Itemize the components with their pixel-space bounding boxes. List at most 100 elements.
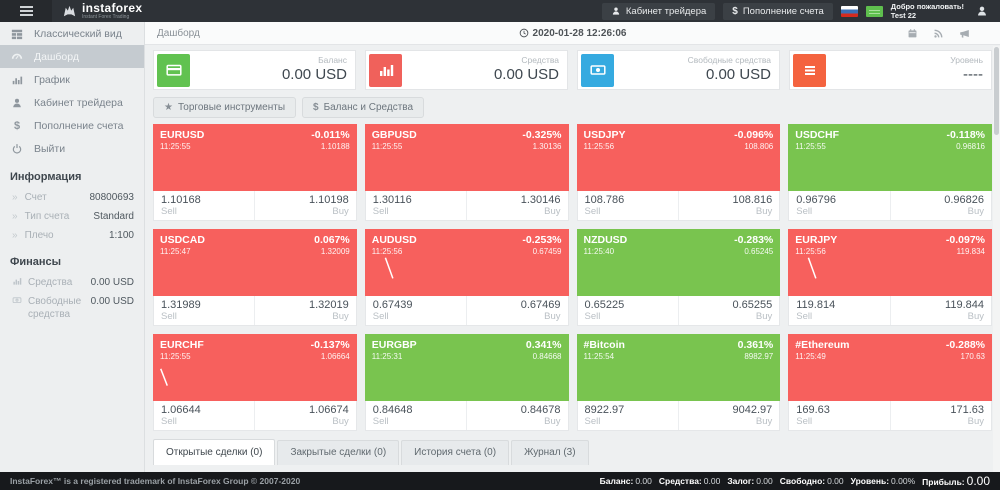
sell-price: 169.63 [796, 404, 830, 416]
buy-quote[interactable]: 1.32019 Buy [254, 296, 355, 325]
footer-stat-profit: Прибыль: 0.00 [922, 474, 990, 488]
tile-usdjpy[interactable]: USDJPY -0.096% 11:25:56 108.806 108.786 Sel… [576, 124, 781, 221]
buy-price: 171.63 [950, 404, 984, 416]
tile-eurgbp[interactable]: EURGBP 0.341% 11:25:31 0.84668 0.84648 Sell… [364, 334, 569, 431]
buy-quote[interactable]: 0.65255 Buy [677, 296, 779, 325]
instaforex-logo[interactable]: instaforex Instant Forex Trading [52, 0, 152, 22]
tile-time: 11:25:40 [583, 247, 615, 256]
tile-time: 11:25:55 [371, 142, 403, 151]
sell-quote[interactable]: 0.65225 Sell [578, 296, 678, 325]
tile-time: 11:25:55 [795, 142, 826, 151]
sidebar-item-chart[interactable]: График [0, 68, 144, 91]
footer-stat-level: Уровень: 0.00% [850, 476, 916, 486]
sell-label: Sell [796, 206, 813, 218]
sell-quote[interactable]: 0.67439 Sell [366, 296, 466, 325]
sell-quote[interactable]: 0.96796 Sell [789, 191, 889, 220]
tile-price: 119.834 [956, 247, 985, 256]
sell-quote[interactable]: 119.814 Sell [789, 296, 889, 325]
tile-gbpusd[interactable]: GBPUSD -0.325% 11:25:55 1.30136 1.30116 Sel… [364, 124, 569, 221]
avatar-icon[interactable] [972, 3, 992, 19]
tile-audusd[interactable]: AUDUSD -0.253% 11:25:56 0.67459 0.67439 Sel… [364, 229, 569, 326]
grid-icon [0, 28, 34, 40]
tile-eurjpy[interactable]: EURJPY -0.097% 11:25:56 119.834 119.814 Sel… [788, 229, 992, 326]
tab-closed-deals[interactable]: Закрытые сделки (0) [277, 440, 400, 465]
sell-label: Sell [161, 311, 177, 323]
level-value: ---- [963, 66, 983, 84]
tile-change: -0.097% [945, 234, 985, 246]
sidebar-item-trader-cabinet[interactable]: Кабинет трейдера [0, 91, 144, 114]
sell-quote[interactable]: 0.84648 Sell [366, 401, 466, 430]
sidebar: Классический вид Дашборд График Кабинет … [0, 22, 145, 472]
tile-symbol: EURGBP [371, 339, 417, 351]
tile-time: 11:25:54 [583, 352, 615, 361]
trader-cabinet-button[interactable]: Кабинет трейдера [601, 2, 716, 20]
menu-toggle-icon[interactable] [0, 0, 52, 22]
rss-icon[interactable] [933, 28, 944, 39]
sidebar-item-classic-view[interactable]: Классический вид [0, 22, 144, 45]
buy-quote[interactable]: 119.844 Buy [889, 296, 991, 325]
tab-account-history[interactable]: История счета (0) [401, 440, 510, 465]
sidebar-item-logout[interactable]: Выйти [0, 137, 144, 160]
scrollbar-thumb[interactable] [994, 47, 999, 135]
calendar-icon[interactable] [907, 28, 918, 39]
tile-symbol: GBPUSD [371, 129, 417, 141]
tile-ethereum[interactable]: #Ethereum -0.288% 11:25:49 170.63 169.63 Se… [788, 334, 992, 431]
balance-funds-button[interactable]: $ Баланс и Средства [302, 97, 425, 118]
tile-bitcoin[interactable]: #Bitcoin 0.361% 11:25:54 8982.97 8922.97 Se… [576, 334, 781, 431]
tile-change: -0.137% [310, 339, 350, 351]
buy-quote[interactable]: 0.96826 Buy [889, 191, 991, 220]
sparkline [807, 257, 817, 279]
breadcrumb[interactable]: Дашборд [157, 27, 200, 39]
tile-usdchf[interactable]: USDCHF -0.118% 11:25:55 0.96816 0.96796 Sel… [788, 124, 992, 221]
sell-price: 0.96796 [796, 194, 837, 206]
buy-quote[interactable]: 171.63 Buy [889, 401, 991, 430]
sidebar-item-dashboard[interactable]: Дашборд [0, 45, 144, 68]
sparkline [384, 257, 394, 279]
sell-price: 1.10168 [161, 194, 201, 206]
buy-quote[interactable]: 1.30146 Buy [466, 191, 567, 220]
buy-quote[interactable]: 0.84678 Buy [466, 401, 567, 430]
sell-quote[interactable]: 8922.97 Sell [578, 401, 678, 430]
buy-quote[interactable]: 108.816 Buy [677, 191, 779, 220]
tile-eurusd[interactable]: EURUSD -0.011% 11:25:55 1.10188 1.10168 Sel… [153, 124, 357, 221]
buy-label: Buy [967, 206, 984, 218]
sparkline [160, 368, 168, 386]
tile-chart: NZDUSD -0.283% 11:25:40 0.65245 [576, 229, 781, 296]
tile-chart: #Bitcoin 0.361% 11:25:54 8982.97 [576, 334, 781, 401]
buy-label: Buy [755, 206, 773, 218]
buy-price: 0.96826 [944, 194, 984, 206]
megaphone-icon[interactable] [959, 28, 970, 39]
deposit-button[interactable]: $ Пополнение счета [723, 2, 833, 20]
sell-price: 1.31989 [161, 299, 201, 311]
sell-quote[interactable]: 1.06644 Sell [154, 401, 254, 430]
sidebar-item-deposit[interactable]: $ Пополнение счета [0, 114, 144, 137]
trading-instruments-button[interactable]: ★ Торговые инструменты [153, 97, 296, 118]
sell-label: Sell [161, 416, 177, 428]
buy-label: Buy [755, 311, 773, 323]
clock-icon [519, 28, 528, 38]
tile-usdcad[interactable]: USDCAD 0.067% 11:25:47 1.32009 1.31989 Sell… [153, 229, 357, 326]
russian-flag-icon[interactable] [840, 5, 858, 17]
tile-change: -0.288% [945, 339, 985, 351]
tile-nzdusd[interactable]: NZDUSD -0.283% 11:25:40 0.65245 0.65225 Sel… [576, 229, 781, 326]
buy-quote[interactable]: 1.10198 Buy [254, 191, 355, 220]
sell-price: 8922.97 [584, 404, 625, 416]
tile-symbol: #Ethereum [795, 339, 850, 351]
account-name: Test 22 [890, 11, 917, 20]
sell-quote[interactable]: 1.30116 Sell [366, 191, 466, 220]
buy-quote[interactable]: 0.67469 Buy [466, 296, 567, 325]
buy-quote[interactable]: 9042.97 Buy [677, 401, 779, 430]
gauge-icon [0, 51, 34, 63]
tab-journal[interactable]: Журнал (3) [511, 440, 589, 465]
sell-quote[interactable]: 169.63 Sell [789, 401, 889, 430]
scrollbar[interactable] [993, 46, 1000, 472]
sell-quote[interactable]: 1.10168 Sell [154, 191, 254, 220]
info-section-title: Информация [10, 171, 82, 183]
tab-open-deals[interactable]: Открытые сделки (0) [153, 439, 276, 465]
tile-eurchf[interactable]: EURCHF -0.137% 11:25:55 1.06664 1.06644 Sel… [153, 334, 357, 431]
buy-quote[interactable]: 1.06674 Buy [254, 401, 355, 430]
sell-quote[interactable]: 108.786 Sell [578, 191, 678, 220]
green-flag-icon[interactable] [865, 5, 883, 17]
star-icon: ★ [164, 102, 173, 113]
sell-quote[interactable]: 1.31989 Sell [154, 296, 254, 325]
